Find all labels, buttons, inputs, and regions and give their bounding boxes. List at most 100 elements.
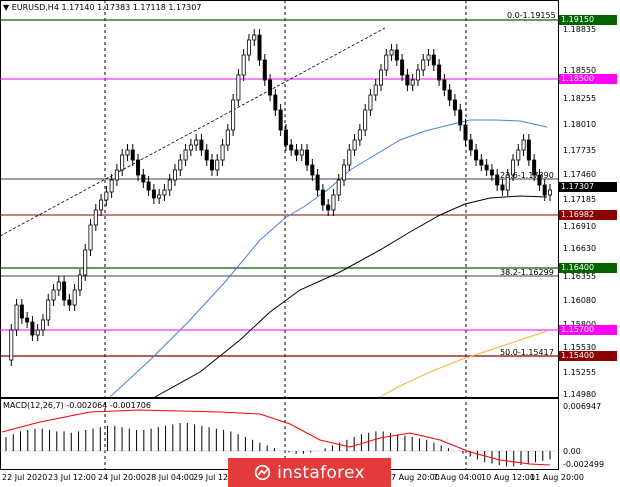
candle-body xyxy=(225,129,230,146)
candle-body xyxy=(93,209,98,226)
candle-body xyxy=(19,304,24,319)
price-tag-red-low: 1.15400 xyxy=(559,351,617,361)
price-tag-high: 1.19150 xyxy=(559,15,617,25)
price-tick: 1.16630 xyxy=(563,244,597,253)
candle-body xyxy=(315,174,320,191)
candle-body xyxy=(294,149,299,156)
candle-body xyxy=(162,189,167,196)
price-tick: 1.14980 xyxy=(563,390,597,399)
candle-body xyxy=(331,194,336,211)
candle-body xyxy=(125,149,130,156)
candle-body xyxy=(495,174,500,186)
candle-body xyxy=(114,169,119,181)
fib-382-label: 38.2-1.16299 xyxy=(500,268,554,277)
candle-body xyxy=(183,149,188,161)
candle-body xyxy=(378,69,383,86)
candle-body xyxy=(252,34,257,41)
candle-body xyxy=(257,34,262,61)
candle-body xyxy=(363,109,368,131)
macd-axis-mid: 0.00 xyxy=(563,447,581,456)
macd-axis-top: 0.006947 xyxy=(563,402,602,411)
candle-body xyxy=(511,159,516,176)
candle-body xyxy=(141,174,146,183)
price-tag-level-2: 1.15700 xyxy=(559,325,617,335)
candle-body xyxy=(336,179,341,196)
candle-body xyxy=(373,84,378,96)
candles-group xyxy=(9,29,553,366)
price-tag-green: 1.16400 xyxy=(559,263,617,273)
time-tick: 24 Jul 20:00 xyxy=(98,473,146,482)
candle-body xyxy=(88,224,93,251)
candle-body xyxy=(299,149,304,156)
candle-body xyxy=(120,154,125,171)
candle-body xyxy=(352,139,357,151)
candle-body xyxy=(410,79,415,86)
candle-body xyxy=(268,79,273,96)
macd-signal-line xyxy=(1,409,551,466)
candle-body xyxy=(310,164,315,176)
ma-slow-line xyxy=(154,195,548,398)
candle-body xyxy=(342,164,347,181)
price-tick: 1.16910 xyxy=(563,222,597,231)
candle-body xyxy=(521,139,526,151)
candle-body xyxy=(204,149,209,161)
time-tick: 22 Jul 2020 xyxy=(2,473,48,482)
candle-body xyxy=(199,139,204,151)
price-tick: 1.16355 xyxy=(563,272,597,281)
time-tick: 7 Aug 20:00 xyxy=(391,473,440,482)
price-tag-red: 1.16982 xyxy=(559,210,617,220)
candle-body xyxy=(56,281,61,291)
candle-body xyxy=(209,159,214,171)
candle-body xyxy=(484,164,489,171)
candle-body xyxy=(368,94,373,111)
candle-body xyxy=(426,54,431,61)
candle-body xyxy=(67,299,72,306)
price-tag-current: 1.17307 xyxy=(559,182,617,192)
candle-body xyxy=(289,144,294,151)
candle-body xyxy=(548,189,553,196)
candle-body xyxy=(305,149,310,166)
trend-line[interactable] xyxy=(0,27,386,237)
chart-menu-icon[interactable]: ▼ xyxy=(3,3,10,12)
candle-body xyxy=(447,89,452,101)
candle-body xyxy=(421,59,426,71)
instaforex-logo-icon xyxy=(255,464,271,481)
time-tick: 23 Jul 12:00 xyxy=(48,473,96,482)
candle-body xyxy=(83,249,88,276)
day-separators xyxy=(104,0,467,470)
candle-body xyxy=(474,149,479,161)
candle-body xyxy=(262,59,267,81)
candle-body xyxy=(458,109,463,126)
candle-body xyxy=(178,159,183,171)
candle-body xyxy=(400,59,405,76)
candle-body xyxy=(188,144,193,151)
candle-body xyxy=(40,319,45,331)
time-tick: 7 Aug 04:00 xyxy=(433,473,482,482)
price-tick: 1.15255 xyxy=(563,368,597,377)
candle-body xyxy=(437,64,442,81)
candle-body xyxy=(241,54,246,76)
candle-body xyxy=(489,169,494,176)
price-tick: 1.18835 xyxy=(563,25,597,34)
candle-body xyxy=(326,204,331,211)
candle-body xyxy=(405,74,410,86)
candle-body xyxy=(500,184,505,191)
candle-body xyxy=(394,49,399,61)
price-tick: 1.18255 xyxy=(563,94,597,103)
candle-body xyxy=(236,74,241,101)
candle-body xyxy=(526,139,531,161)
candle-body xyxy=(542,184,547,196)
candle-body xyxy=(431,54,436,66)
candle-body xyxy=(51,289,56,301)
candle-body xyxy=(173,169,178,181)
candle-body xyxy=(273,94,278,111)
candle-body xyxy=(389,49,394,56)
candle-body xyxy=(157,194,162,199)
price-tick: 1.15800 xyxy=(563,320,596,329)
candle-body xyxy=(136,159,141,176)
macd-axis-bottom: -0.002499 xyxy=(563,460,605,469)
candle-body xyxy=(479,159,484,166)
candle-body xyxy=(452,99,457,111)
